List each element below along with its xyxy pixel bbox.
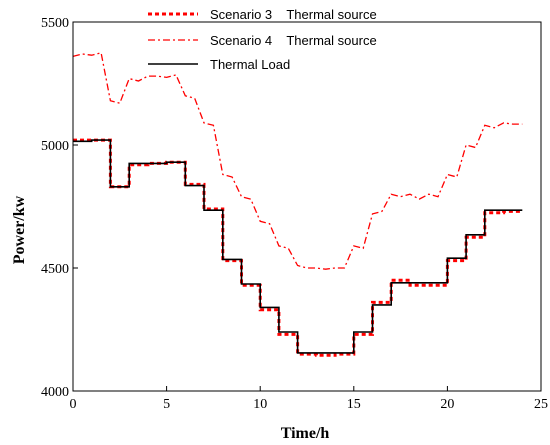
plot-area-frame	[72, 21, 542, 392]
y-tick-label: 4500	[41, 262, 69, 277]
legend-label: Scenario 3 Thermal source	[210, 7, 377, 22]
x-tick-label: 5	[163, 397, 170, 412]
legend-label: Scenario 4 Thermal source	[210, 33, 377, 48]
legend-label: Thermal Load	[210, 57, 290, 72]
x-tick-label: 25	[534, 397, 548, 412]
legend: Scenario 3 Thermal source Scenario 4 Ther…	[148, 7, 377, 72]
x-axis-title: Time/h	[281, 425, 330, 442]
x-tick-label: 20	[440, 397, 454, 412]
series-line-1	[73, 138, 523, 357]
y-tick-label: 5000	[41, 139, 69, 154]
plot-lines	[72, 51, 523, 357]
series-line-2	[72, 51, 523, 270]
axis-ticks: 0 5 10 15 20 25 4000 4500 5000 5500	[41, 16, 548, 412]
x-tick-label: 15	[347, 397, 361, 412]
series-line-3	[73, 139, 523, 354]
y-tick-label: 5500	[41, 16, 69, 31]
y-axis-title: Power/kw	[11, 195, 28, 264]
x-tick-label: 0	[70, 397, 77, 412]
y-tick-label: 4000	[41, 385, 69, 400]
x-tick-label: 10	[253, 397, 267, 412]
